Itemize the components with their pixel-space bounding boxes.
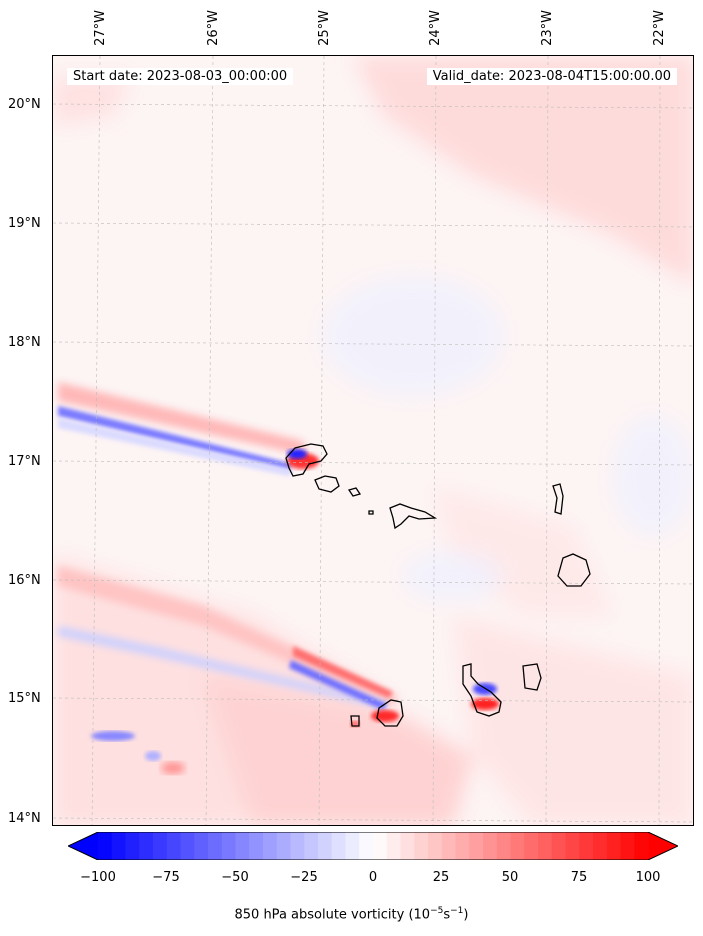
vorticity-map: Start date: 2023-08-03_00:00:00 Valid_da… [52, 55, 694, 826]
colorbar-swatch [125, 832, 140, 860]
colorbar-swatch [139, 832, 154, 860]
island-sao-nicolau [389, 503, 438, 530]
colorbar-swatch [194, 832, 209, 860]
lon-label-26w: 26°W [206, 10, 221, 46]
lat-label-14n: 14°N [8, 811, 41, 826]
colorbar-swatch [483, 832, 498, 860]
colorbar-swatch [565, 832, 580, 860]
positive-vorticity-bands [53, 56, 693, 825]
lat-label-19n: 19°N [8, 216, 41, 231]
colorbar-tick-label: −75 [152, 870, 180, 885]
colorbar-swatch [111, 832, 127, 860]
colorbar-swatch [469, 832, 484, 860]
gridlines [53, 56, 693, 825]
colorbar-swatch [606, 832, 622, 860]
colorbar-tick-label: 100 [635, 870, 661, 885]
lat-label-15n: 15°N [8, 691, 41, 706]
colorbar-label: 850 hPa absolute vorticity (10−5s−1) [234, 906, 469, 923]
colorbar-tick-label: 50 [501, 870, 519, 885]
island-boa-vista [557, 553, 591, 587]
lon-label-25w: 25°W [317, 10, 332, 46]
colorbar-swatch [551, 832, 567, 860]
colorbar-swatch [359, 832, 374, 860]
island-sal [552, 483, 564, 515]
colorbar-swatch [373, 832, 388, 860]
colorbar-swatch [593, 832, 608, 860]
island-brava [350, 715, 360, 727]
colorbar-swatch [153, 832, 168, 860]
colorbar-swatch [331, 832, 347, 860]
island-sao-nicolau-west [368, 510, 374, 515]
island-santa-luzia [347, 487, 362, 497]
colorbar-tick-label: −25 [290, 870, 318, 885]
small-vorticity-features [91, 449, 499, 774]
colorbar-swatch [208, 832, 223, 860]
lat-label-20n: 20°N [8, 97, 41, 112]
lower-wake-streak [58, 566, 399, 722]
island-fogo [376, 699, 404, 727]
colorbar-swatch [235, 832, 250, 860]
upper-wake-streak [58, 382, 308, 476]
colorbar-swatch [221, 832, 237, 860]
colorbar-swatch [579, 832, 594, 860]
colorbar [68, 832, 678, 860]
valid-date-label: Valid_date: 2023-08-04T15:00:00.00 [426, 68, 677, 85]
coastlines [285, 443, 591, 727]
colorbar-tick-label: −100 [80, 870, 116, 885]
lat-label-18n: 18°N [8, 335, 41, 350]
colorbar-swatch [414, 832, 429, 860]
colorbar-swatch [290, 832, 305, 860]
colorbar-swatch [304, 832, 319, 860]
colorbar-swatch [263, 832, 278, 860]
lat-label-16n: 16°N [8, 573, 41, 588]
colorbar-swatch [318, 832, 333, 860]
lon-label-22w: 22°W [652, 10, 667, 46]
island-santo-antao [285, 443, 328, 477]
lat-label-17n: 17°N [8, 454, 41, 469]
colorbar-swatch [428, 832, 443, 860]
colorbar-swatch [276, 832, 292, 860]
colorbar-swatch [180, 832, 195, 860]
colorbar-swatch [510, 832, 525, 860]
island-sao-vicente [314, 475, 340, 493]
colorbar-swatch [441, 832, 457, 860]
colorbar-tick-label: −50 [221, 870, 249, 885]
negative-vorticity-patches [323, 276, 693, 601]
colorbar-tick-label: 75 [570, 870, 588, 885]
colorbar-swatch [538, 832, 553, 860]
colorbar-tick-label: 0 [368, 870, 378, 885]
colorbar-swatch [400, 832, 415, 860]
lon-label-24w: 24°W [428, 10, 443, 46]
colorbar-swatch [249, 832, 264, 860]
colorbar-swatch [98, 832, 113, 860]
colorbar-swatch [386, 832, 402, 860]
colorbar-swatch [620, 832, 635, 860]
colorbar-tick-label: 25 [432, 870, 450, 885]
colorbar-swatch [496, 832, 512, 860]
lon-label-27w: 27°W [93, 10, 108, 46]
colorbar-swatch [524, 832, 539, 860]
colorbar-extend-high [648, 832, 678, 860]
island-santiago [462, 663, 502, 717]
colorbar-swatch [455, 832, 470, 860]
lon-label-23w: 23°W [540, 10, 555, 46]
island-maio [522, 663, 542, 691]
colorbar-swatch [634, 832, 649, 860]
vorticity-field [53, 56, 693, 825]
colorbar-swatch [166, 832, 182, 860]
colorbar-swatch [345, 832, 360, 860]
colorbar-extend-low [68, 832, 98, 860]
start-date-label: Start date: 2023-08-03_00:00:00 [67, 68, 294, 85]
